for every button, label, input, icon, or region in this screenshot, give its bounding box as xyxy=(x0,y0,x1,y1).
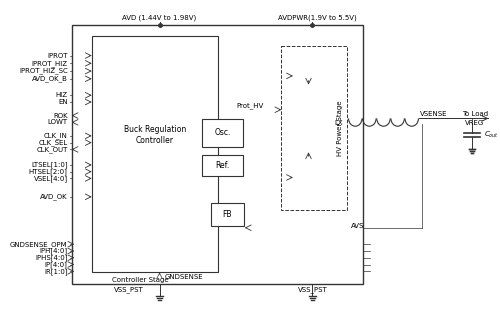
Text: Osc.: Osc. xyxy=(214,129,230,138)
Text: FB: FB xyxy=(222,210,232,219)
Text: LX: LX xyxy=(334,120,344,126)
Bar xyxy=(211,203,244,226)
Text: CLK_IN: CLK_IN xyxy=(44,132,68,139)
Text: HV Power Stage: HV Power Stage xyxy=(338,100,344,156)
Bar xyxy=(72,25,362,284)
Text: HIZ: HIZ xyxy=(56,92,68,98)
Text: AVD_OK_B: AVD_OK_B xyxy=(32,75,68,82)
Text: ROK: ROK xyxy=(53,112,68,119)
Text: LOWT: LOWT xyxy=(48,119,68,125)
Text: GNDSENSE_OPM: GNDSENSE_OPM xyxy=(10,241,68,248)
Bar xyxy=(92,36,218,272)
Text: IPH[4:0]: IPH[4:0] xyxy=(40,248,68,255)
Bar xyxy=(282,46,347,210)
Text: IR[1:0]: IR[1:0] xyxy=(44,268,68,275)
Text: IPHS[4:0]: IPHS[4:0] xyxy=(35,255,68,261)
Text: EN: EN xyxy=(58,99,68,105)
Text: VSS_PST: VSS_PST xyxy=(298,286,328,293)
Text: CLK_SEL: CLK_SEL xyxy=(38,139,68,146)
Text: VREG: VREG xyxy=(466,120,484,126)
Text: Controller Stage: Controller Stage xyxy=(112,277,168,283)
Text: Buck Regulation
Controller: Buck Regulation Controller xyxy=(124,125,186,145)
Text: IP[4:0]: IP[4:0] xyxy=(45,261,68,268)
Text: AVS: AVS xyxy=(351,223,364,229)
Text: VSEL[4:0]: VSEL[4:0] xyxy=(34,175,68,182)
Text: AVD (1.44V to 1.98V): AVD (1.44V to 1.98V) xyxy=(122,15,196,21)
Text: VSENSE: VSENSE xyxy=(420,110,448,117)
Text: LTSEL[1:0]: LTSEL[1:0] xyxy=(31,162,68,168)
Text: Ref.: Ref. xyxy=(216,162,230,170)
Text: AVD_OK: AVD_OK xyxy=(40,193,68,200)
Text: IPROT: IPROT xyxy=(47,53,68,58)
Text: HTSEL[2:0]: HTSEL[2:0] xyxy=(29,168,68,175)
Text: To Load: To Load xyxy=(462,110,488,117)
Text: VSS_PST: VSS_PST xyxy=(114,286,144,293)
Text: GNDSENSE: GNDSENSE xyxy=(164,274,203,280)
Bar xyxy=(202,155,242,176)
Text: IPROT_HIZ_SC: IPROT_HIZ_SC xyxy=(19,68,68,74)
Text: IPROT_HIZ: IPROT_HIZ xyxy=(32,60,68,67)
Bar xyxy=(202,120,242,147)
Text: CLK_OUT: CLK_OUT xyxy=(36,146,68,153)
Text: AVDPWR(1.9V to 5.5V): AVDPWR(1.9V to 5.5V) xyxy=(278,15,356,21)
Text: Prot_HV: Prot_HV xyxy=(236,102,263,109)
Text: $C_{out}$: $C_{out}$ xyxy=(484,130,498,140)
